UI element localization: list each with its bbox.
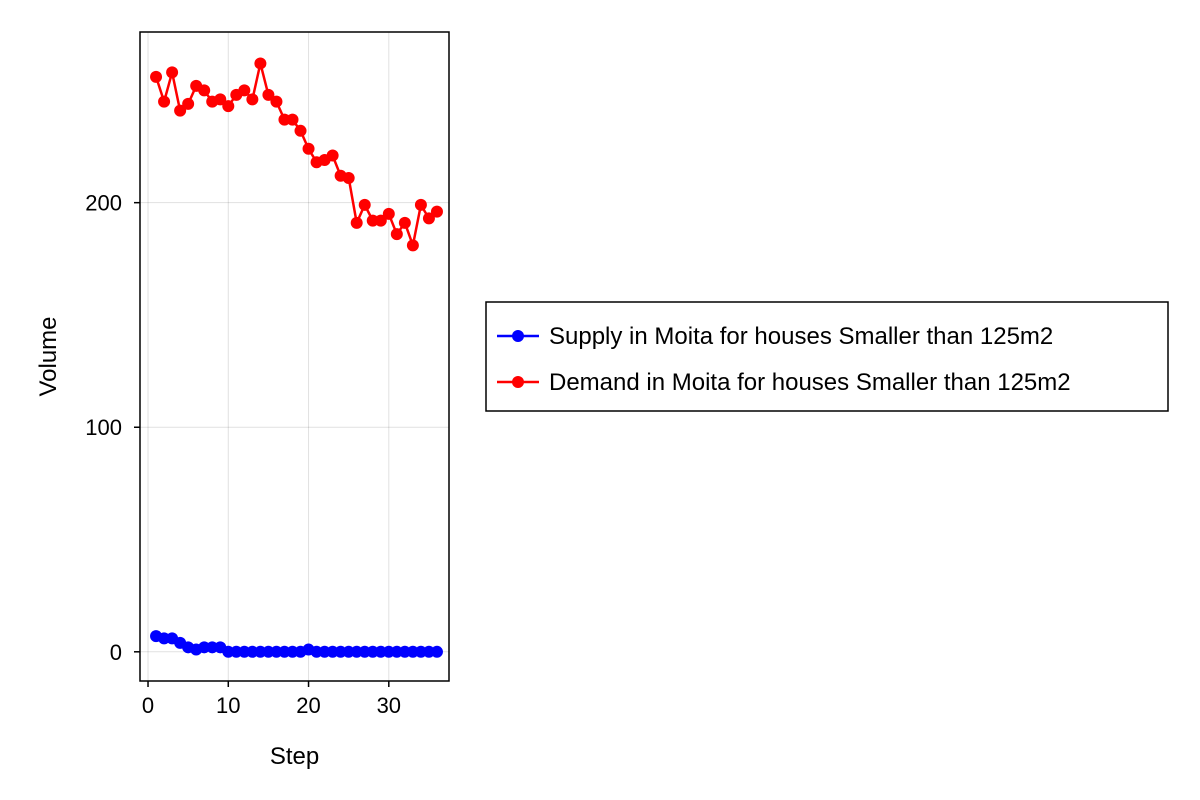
data-point [422,212,435,225]
legend-box [485,301,1169,412]
data-point [302,142,315,155]
data-point [174,104,187,117]
legend-marker [512,330,524,342]
data-point [398,216,411,229]
series-1 [150,57,443,252]
series-0 [150,630,443,658]
x-tick-label: 30 [377,693,401,718]
data-point [222,100,235,113]
data-point [382,207,395,220]
x-axis-label: Step [270,743,319,770]
data-point [150,70,163,83]
data-point [430,205,443,218]
data-point [270,95,283,108]
data-point [294,124,307,137]
y-tick-label: 200 [85,191,122,216]
data-point [326,149,339,162]
x-tick-label: 10 [216,693,240,718]
y-axis-label: Volume [35,316,62,396]
plot-frame [139,31,450,682]
data-point [214,93,227,106]
x-tick-label: 0 [142,693,154,718]
data-point [166,66,179,79]
data-point [246,93,259,106]
data-point [198,84,211,97]
data-point [390,228,403,241]
series-layer [150,57,443,658]
axis-ticks: 0 10 20 30 0 100 200 [85,191,401,718]
grid-lines [140,32,449,681]
data-point [254,57,267,70]
legend-marker [512,376,524,388]
data-point [406,239,419,252]
data-point [374,214,387,227]
legend-label: Demand in Moita for houses Smaller than … [549,369,1071,396]
data-point [350,216,363,229]
x-tick-label: 20 [296,693,320,718]
legend: Supply in Moita for houses Smaller than … [485,301,1169,412]
y-tick-label: 0 [110,640,122,665]
data-point [262,88,275,101]
data-point [342,171,355,184]
data-point [358,198,371,211]
data-point [158,95,171,108]
data-point [414,198,427,211]
data-point [182,97,195,110]
data-point [238,84,251,97]
legend-label: Supply in Moita for houses Smaller than … [549,323,1053,350]
y-tick-label: 100 [85,415,122,440]
data-point [286,113,299,126]
data-point [430,645,443,658]
